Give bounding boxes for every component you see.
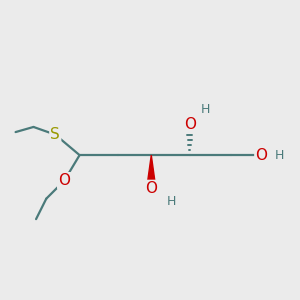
Text: O: O [184, 117, 196, 132]
Text: O: O [145, 181, 157, 196]
Text: H: H [274, 148, 284, 162]
Text: O: O [58, 173, 70, 188]
Text: H: H [200, 103, 210, 116]
Text: O: O [255, 148, 267, 163]
Text: S: S [50, 127, 60, 142]
Polygon shape [147, 155, 156, 188]
Text: H: H [167, 195, 176, 208]
